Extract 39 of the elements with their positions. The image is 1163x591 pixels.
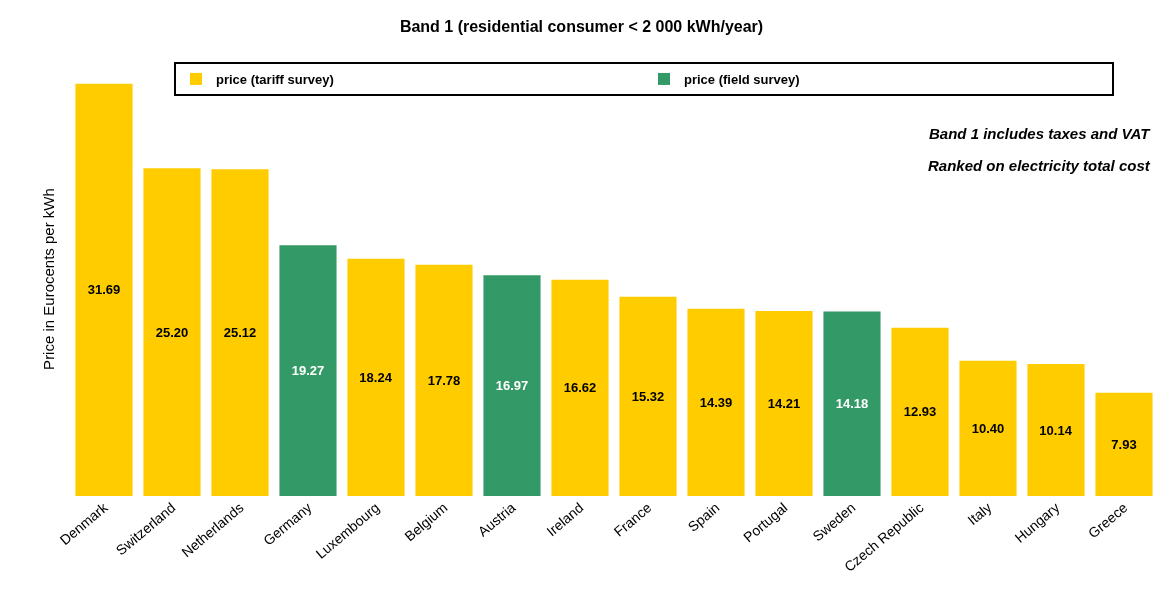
bar: [823, 311, 881, 496]
chart-title: Band 1 (residential consumer < 2 000 kWh/year): [399, 17, 764, 35]
bar: [143, 168, 201, 496]
bar: [1027, 364, 1085, 496]
data-label: 16.97: [495, 378, 529, 394]
bar: [347, 258, 405, 496]
data-label: 19.27: [291, 363, 325, 379]
y-axis-title: Price in Eurocents per kWh: [40, 188, 58, 370]
annotation: Band 1 includes taxes and VAT: [929, 125, 1152, 142]
data-label: 18.24: [359, 369, 393, 385]
bar: [687, 308, 745, 496]
annotation: Ranked on electricity total cost: [928, 157, 1151, 174]
x-tick-label: Italy: [964, 499, 995, 529]
data-label: 16.62: [563, 380, 597, 396]
bar: [75, 83, 133, 496]
bar: [1095, 392, 1153, 496]
data-label: 31.69: [87, 282, 121, 298]
data-label: 14.39: [699, 394, 733, 410]
data-label: 12.93: [903, 404, 937, 420]
bar: [211, 169, 269, 496]
data-label: 7.93: [1111, 436, 1137, 452]
data-label: 25.20: [155, 324, 189, 340]
data-label: 10.14: [1039, 422, 1073, 438]
legend-label: price (field survey): [684, 72, 800, 88]
data-label: 14.21: [767, 396, 801, 412]
bar: [959, 360, 1017, 496]
data-label: 15.32: [631, 388, 665, 404]
bar: [483, 275, 541, 496]
bar: [551, 279, 609, 496]
data-label: 17.78: [427, 372, 461, 388]
bar: [891, 327, 949, 496]
bar: [755, 311, 813, 496]
bar: [415, 264, 473, 496]
data-label: 25.12: [223, 325, 257, 341]
data-label: 14.18: [835, 396, 869, 412]
data-label: 10.40: [971, 420, 1005, 436]
legend-label: price (tariff survey): [216, 72, 334, 88]
bar: [619, 296, 677, 496]
bar: [279, 245, 337, 496]
